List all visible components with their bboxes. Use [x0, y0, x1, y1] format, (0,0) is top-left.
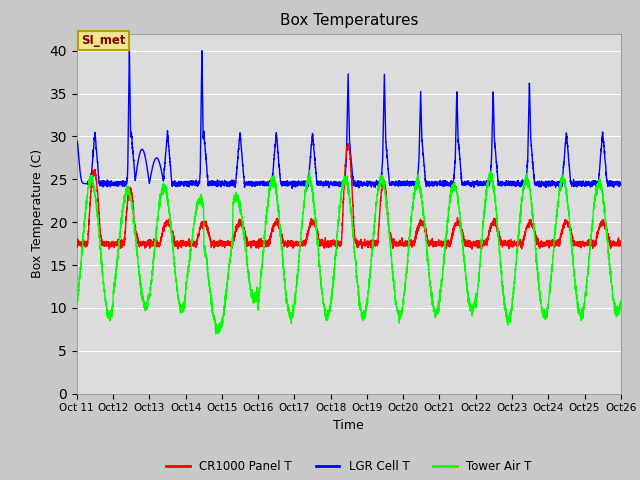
Legend: CR1000 Panel T, LGR Cell T, Tower Air T: CR1000 Panel T, LGR Cell T, Tower Air T	[161, 456, 536, 478]
Text: SI_met: SI_met	[81, 34, 125, 47]
Title: Box Temperatures: Box Temperatures	[280, 13, 418, 28]
Y-axis label: Box Temperature (C): Box Temperature (C)	[31, 149, 44, 278]
X-axis label: Time: Time	[333, 419, 364, 432]
